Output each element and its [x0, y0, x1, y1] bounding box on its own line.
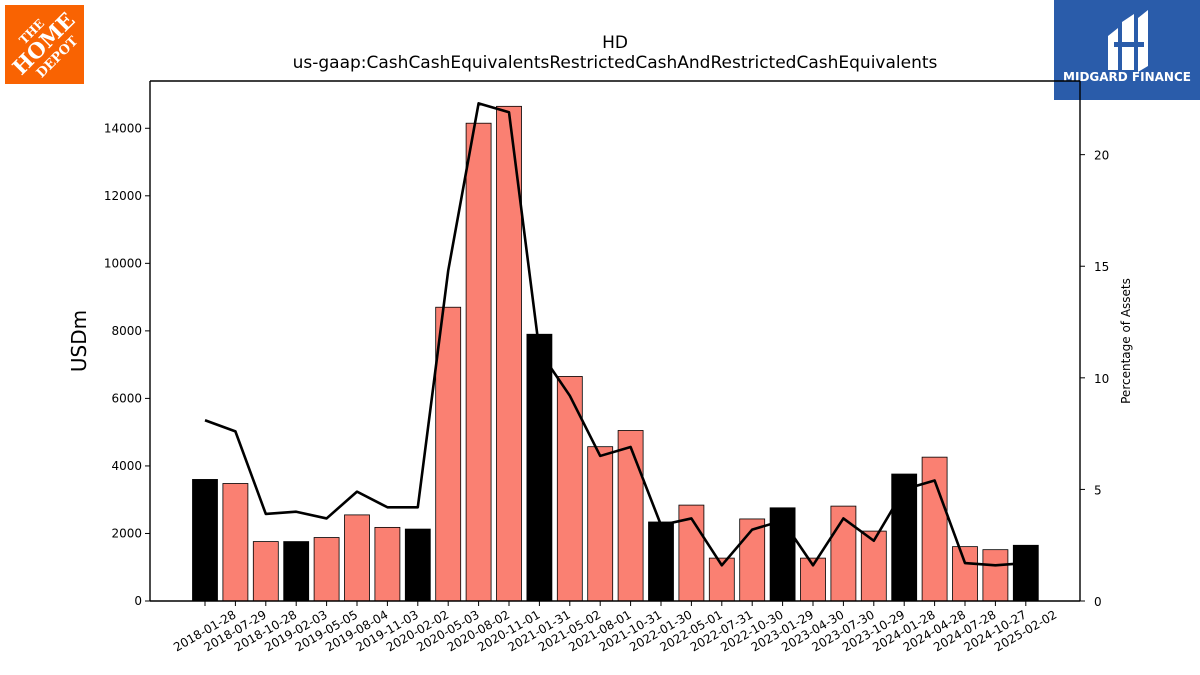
bar-2018-01-28 [192, 479, 218, 602]
y2-tick-label: 0 [1094, 595, 1102, 609]
midgard-mark-icon [1108, 10, 1148, 72]
bar-2024-04-28 [921, 456, 948, 602]
y-tick-label: 8000 [111, 324, 142, 338]
chart-title: HD [602, 33, 628, 53]
bar-2020-02-02 [404, 528, 431, 602]
bar-2019-08-04 [344, 514, 370, 602]
bar-2024-07-28 [952, 546, 978, 602]
y-tick-label: 4000 [111, 459, 142, 473]
bar-2021-01-31 [526, 333, 553, 602]
bar-2022-01-30 [648, 521, 674, 602]
y-tick-label: 14000 [104, 121, 142, 135]
y-tick-label: 6000 [111, 391, 142, 405]
y-tick-label: 2000 [111, 526, 142, 540]
bar-2018-07-29 [222, 483, 249, 602]
y-tick-label: 10000 [104, 256, 142, 270]
y-axis-label: USDm [67, 310, 91, 372]
bar-2021-08-01 [587, 446, 614, 602]
bar-2024-10-27 [982, 549, 1009, 602]
bar-2019-02-03 [283, 541, 310, 602]
y2-axis-label: Percentage of Assets [1119, 278, 1133, 404]
bar-2021-10-31 [617, 430, 644, 602]
bar-2023-10-29 [860, 530, 887, 602]
chart-subtitle: us-gaap:CashCashEquivalentsRestrictedCas… [293, 53, 938, 73]
bar-2019-05-05 [313, 537, 340, 602]
y2-tick-label: 10 [1094, 372, 1109, 386]
bar-2020-08-02 [465, 122, 492, 602]
bar-2023-07-30 [830, 505, 857, 602]
bar-2019-11-03 [374, 526, 401, 602]
bar-2022-10-30 [739, 518, 766, 602]
bar-2020-05-03 [435, 306, 462, 602]
y2-tick-label: 5 [1094, 483, 1102, 497]
y2-tick-label: 15 [1094, 260, 1109, 274]
pct-assets-line [204, 102, 1026, 567]
bar-2025-02-02 [1012, 544, 1039, 602]
home-depot-logo: THE HOME DEPOT [5, 5, 84, 84]
y2-tick-label: 20 [1094, 149, 1109, 163]
bar-2018-10-28 [252, 541, 279, 602]
bar-2024-01-28 [891, 473, 918, 602]
y-tick-label: 12000 [104, 189, 142, 203]
y-tick-label: 0 [134, 594, 142, 608]
midgard-finance-logo: MIDGARD FINANCE [1054, 0, 1200, 100]
midgard-finance-name: MIDGARD FINANCE [1063, 70, 1191, 84]
